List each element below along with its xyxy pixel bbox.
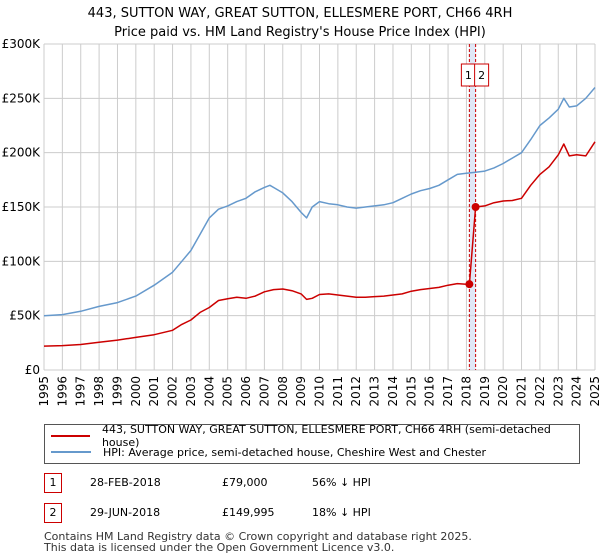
y-tick-label: £300K <box>2 37 42 51</box>
x-tick-label: 2007 <box>257 376 271 407</box>
sale-point <box>471 203 480 212</box>
x-tick-label: 2013 <box>368 376 382 407</box>
transaction-hpi-diff: 56% ↓ HPI <box>312 476 371 489</box>
x-tick-label: 2000 <box>129 376 143 407</box>
transaction-price: £79,000 <box>222 476 268 489</box>
x-tick-label: 2008 <box>276 376 290 407</box>
x-tick-label: 2005 <box>221 376 235 407</box>
x-tick-label: 2025 <box>588 376 600 407</box>
x-tick-label: 2021 <box>515 376 529 407</box>
marker-label: 1 <box>465 69 472 82</box>
y-tick-label: £250K <box>2 91 42 105</box>
marker-box <box>474 63 490 87</box>
transaction-price: £149,995 <box>222 506 275 519</box>
y-tick-label: £100K <box>2 254 42 268</box>
x-tick-label: 2018 <box>459 376 473 407</box>
sale-point <box>465 280 474 289</box>
x-tick-label: 2016 <box>423 376 437 407</box>
y-tick-label: £0 <box>25 363 40 377</box>
x-tick-label: 2009 <box>294 376 308 407</box>
transaction-date: 29-JUN-2018 <box>90 506 161 519</box>
chart-title-line2: Price paid vs. HM Land Registry's House … <box>114 25 486 40</box>
x-tick-label: 2024 <box>570 376 584 407</box>
legend-item-property: 443, SUTTON WAY, GREAT SUTTON, ELLESMERE… <box>51 423 579 449</box>
chart-series <box>43 87 596 347</box>
transaction-badge: 2 <box>44 503 62 523</box>
y-tick-label: £150K <box>2 200 42 214</box>
x-tick-label: 2006 <box>239 376 253 407</box>
legend-item-hpi: HPI: Average price, semi-detached house,… <box>51 444 486 460</box>
x-tick-label: 2014 <box>386 376 400 407</box>
x-tick-label: 2012 <box>349 376 363 407</box>
legend-swatch-property <box>51 435 90 437</box>
chart-legend: 443, SUTTON WAY, GREAT SUTTON, ELLESMERE… <box>44 423 580 464</box>
x-tick-label: 1995 <box>37 376 51 407</box>
footer: Contains HM Land Registry data © Crown c… <box>44 531 472 553</box>
transaction-date: 28-FEB-2018 <box>90 476 161 489</box>
x-tick-label: 2015 <box>404 376 418 407</box>
marker-label: 2 <box>478 69 485 82</box>
x-tick-label: 2004 <box>202 376 216 407</box>
x-tick-label: 1996 <box>55 376 69 407</box>
x-tick-label: 1997 <box>74 376 88 407</box>
price-chart: £0 £50K £100K £150K £200K £250K £300K 1995 1996 1… <box>2 37 600 407</box>
x-tick-label: 2001 <box>147 376 161 407</box>
x-tick-label: 2023 <box>551 376 565 407</box>
y-tick-label: £200K <box>2 146 42 160</box>
footer-license: This data is licensed under the Open Gov… <box>44 541 395 554</box>
chart-axes: £0 £50K £100K £150K £200K £250K £300K 1995 1996 1… <box>2 37 600 407</box>
y-tick-label: £50K <box>9 309 41 323</box>
x-tick-label: 2003 <box>184 376 198 407</box>
x-tick-label: 2011 <box>331 376 345 407</box>
transaction-badge: 1 <box>44 473 62 493</box>
x-tick-label: 2017 <box>441 376 455 407</box>
footer-copyright: Contains HM Land Registry data © Crown c… <box>44 530 472 543</box>
x-tick-label: 1999 <box>110 376 124 407</box>
chart-grid <box>43 43 596 371</box>
x-tick-label: 2010 <box>313 376 327 407</box>
legend-swatch-hpi <box>51 451 91 453</box>
x-tick-label: 2019 <box>478 376 492 407</box>
x-tick-label: 1998 <box>92 376 106 407</box>
x-tick-label: 2020 <box>496 376 510 407</box>
chart-title-line1: 443, SUTTON WAY, GREAT SUTTON, ELLESMERE… <box>87 6 513 21</box>
legend-label-hpi: HPI: Average price, semi-detached house,… <box>103 445 487 459</box>
transaction-hpi-diff: 18% ↓ HPI <box>312 506 371 519</box>
property-price-line <box>43 141 596 347</box>
x-tick-label: 2022 <box>533 376 547 407</box>
legend-label-property: 443, SUTTON WAY, GREAT SUTTON, ELLESMERE… <box>101 423 551 449</box>
hpi-line <box>43 87 596 317</box>
x-tick-label: 2002 <box>166 376 180 407</box>
